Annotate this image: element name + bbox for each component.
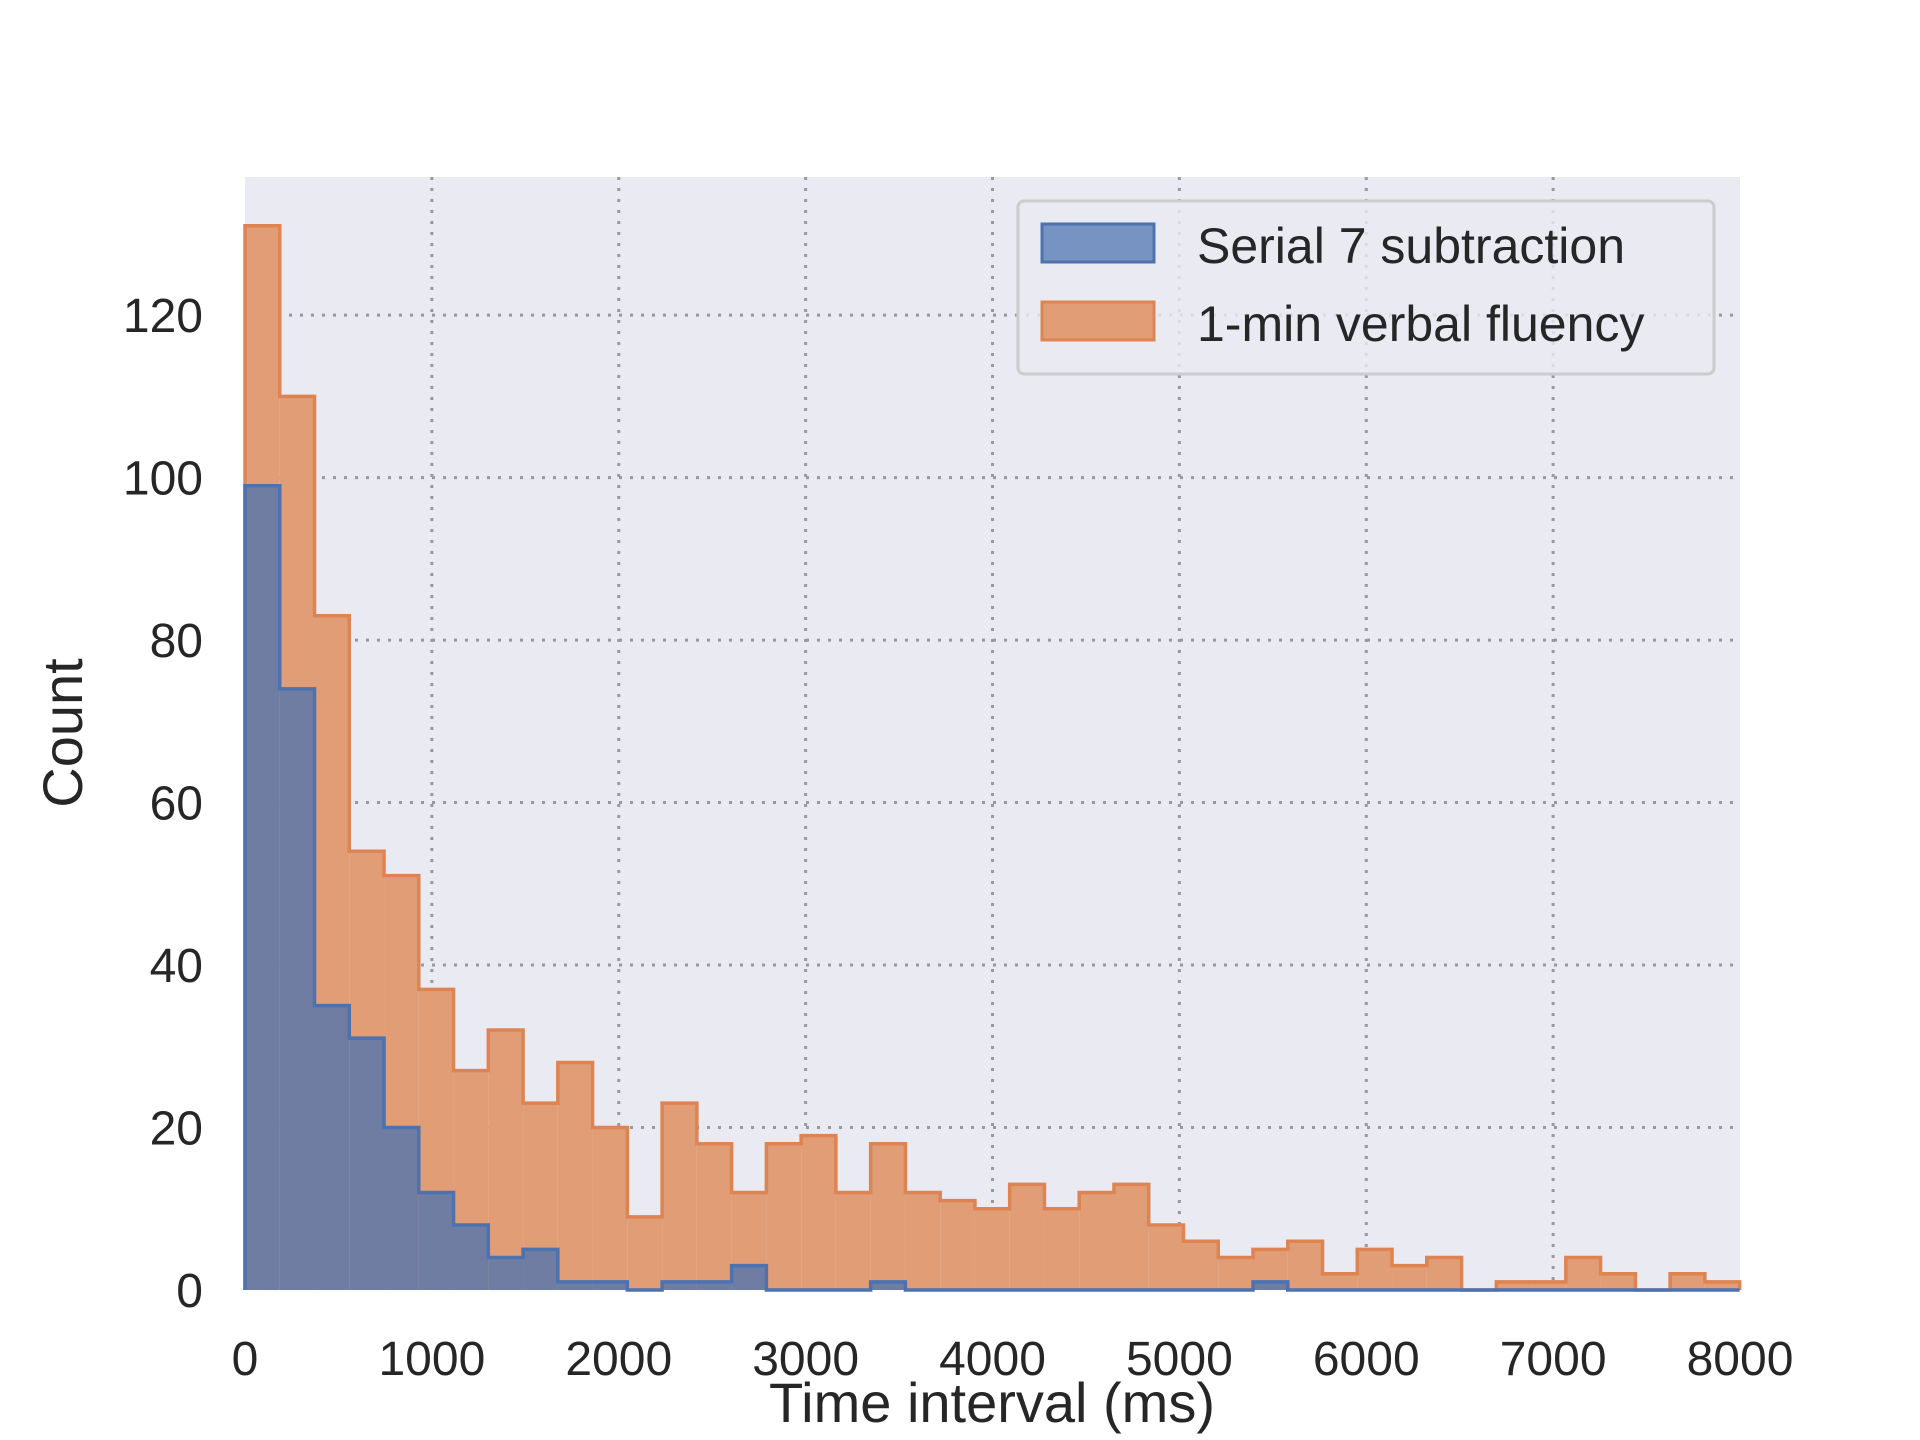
bar-serial-7-subtraction [557, 1281, 593, 1290]
bar-serial-7-subtraction [696, 1281, 732, 1290]
bar-serial-7-subtraction [418, 1192, 454, 1290]
bar-1-min-verbal-fluency [1148, 1225, 1184, 1290]
y-axis-label: Count [31, 658, 94, 808]
bar-1-min-verbal-fluency [1600, 1273, 1636, 1290]
x-tick-label: 1000 [378, 1333, 485, 1386]
bar-serial-7-subtraction [592, 1281, 628, 1290]
x-tick-label: 0 [232, 1333, 259, 1386]
bar-1-min-verbal-fluency [627, 1216, 663, 1290]
y-tick-label: 100 [123, 453, 203, 506]
bar-1-min-verbal-fluency [1357, 1249, 1393, 1290]
bar-serial-7-subtraction [349, 1038, 385, 1290]
x-tick-label: 2000 [565, 1333, 672, 1386]
x-tick-label: 8000 [1687, 1333, 1794, 1386]
y-tick-labels: 0 20 40 60 80 100 120 [123, 290, 203, 1318]
histogram-bars [243, 223, 1742, 1292]
bar-1-min-verbal-fluency [592, 1127, 628, 1290]
bar-1-min-verbal-fluency [1113, 1184, 1149, 1290]
bar-1-min-verbal-fluency [1531, 1281, 1566, 1290]
bar-serial-7-subtraction [870, 1281, 906, 1290]
x-axis-label: Time interval (ms) [769, 1371, 1215, 1434]
bar-1-min-verbal-fluency [1044, 1208, 1080, 1290]
bar-1-min-verbal-fluency [766, 1143, 802, 1290]
bar-1-min-verbal-fluency [801, 1135, 836, 1290]
x-tick-label: 6000 [1313, 1333, 1420, 1386]
bar-1-min-verbal-fluency [1079, 1192, 1114, 1290]
x-tick-label: 5000 [1126, 1333, 1233, 1386]
bar-1-min-verbal-fluency [1565, 1257, 1601, 1290]
bar-1-min-verbal-fluency [1426, 1257, 1462, 1290]
x-tick-label: 3000 [752, 1333, 859, 1386]
y-tick-label: 60 [150, 778, 203, 831]
bar-serial-7-subtraction [279, 688, 315, 1290]
bar-1-min-verbal-fluency [1218, 1257, 1254, 1290]
x-tick-label: 7000 [1500, 1333, 1607, 1386]
bar-1-min-verbal-fluency [940, 1200, 975, 1290]
bar-1-min-verbal-fluency [1670, 1273, 1705, 1290]
legend-swatch-serial-7 [1040, 222, 1156, 264]
bar-1-min-verbal-fluency [974, 1208, 1010, 1290]
bar-serial-7-subtraction [384, 1127, 419, 1290]
x-tick-labels: 0 1000 2000 3000 4000 5000 6000 7000 8000 [232, 1333, 1794, 1386]
bar-1-min-verbal-fluency [1009, 1184, 1045, 1290]
bar-1-min-verbal-fluency [662, 1103, 697, 1290]
y-tick-label: 80 [150, 615, 203, 668]
bar-1-min-verbal-fluency [488, 1030, 524, 1290]
legend-swatch-verbal-fluency [1040, 300, 1156, 342]
legend: Serial 7 subtraction 1-min verbal fluenc… [1016, 199, 1716, 376]
y-tick-label: 120 [123, 290, 203, 343]
bar-serial-7-subtraction [453, 1225, 489, 1290]
bar-1-min-verbal-fluency [557, 1062, 593, 1290]
step-outline-serial-7-subtraction [243, 483, 1740, 1292]
bar-1-min-verbal-fluency [1496, 1281, 1532, 1290]
y-tick-label: 40 [150, 940, 203, 993]
bar-1-min-verbal-fluency [905, 1192, 941, 1290]
bar-1-min-verbal-fluency [1287, 1241, 1323, 1290]
y-tick-label: 0 [176, 1265, 203, 1318]
bar-1-min-verbal-fluency [696, 1143, 732, 1290]
bar-serial-7-subtraction [1253, 1281, 1288, 1290]
bar-1-min-verbal-fluency [1704, 1281, 1740, 1290]
bar-serial-7-subtraction [523, 1249, 558, 1290]
legend-label-verbal-fluency: 1-min verbal fluency [1197, 296, 1644, 352]
bar-1-min-verbal-fluency [870, 1143, 906, 1290]
bar-1-min-verbal-fluency [1183, 1241, 1219, 1290]
y-tick-label: 20 [150, 1103, 203, 1156]
bar-1-min-verbal-fluency [1322, 1273, 1358, 1290]
legend-label-serial-7: Serial 7 subtraction [1197, 218, 1625, 274]
bar-serial-7-subtraction [245, 485, 280, 1290]
bar-1-min-verbal-fluency [835, 1192, 871, 1290]
x-tick-label: 4000 [939, 1333, 1046, 1386]
bar-serial-7-subtraction [662, 1281, 697, 1290]
bar-1-min-verbal-fluency [1392, 1265, 1427, 1290]
bar-serial-7-subtraction [488, 1257, 524, 1290]
legend-frame [1016, 199, 1716, 376]
bar-serial-7-subtraction [314, 1005, 350, 1290]
bar-serial-7-subtraction [731, 1265, 767, 1290]
